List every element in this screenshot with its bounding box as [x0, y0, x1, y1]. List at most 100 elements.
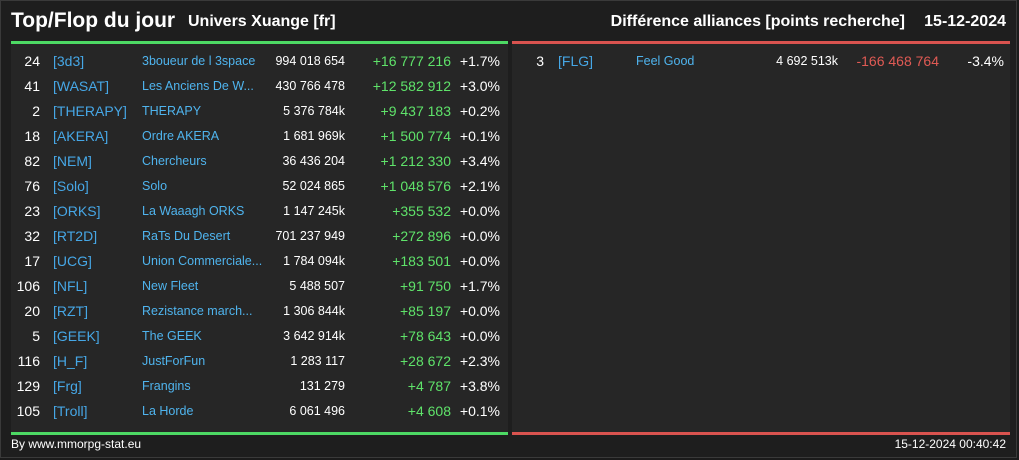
alliance-tag[interactable]: [THERAPY] [53, 103, 127, 119]
alliance-tag[interactable]: [RT2D] [53, 228, 98, 244]
points-difference: +1 048 576 [380, 178, 451, 194]
top-alliance-row: 105 [Troll] La Horde 6 061 496 +4 608 +0.1% [11, 399, 508, 424]
percent-change: +3.4% [459, 153, 500, 169]
page-title: Top/Flop du jour [11, 9, 176, 32]
top-alliance-row: 20 [RZT] Rezistance march... 1 306 844k +85 … [11, 299, 508, 324]
percent-change: +0.1% [459, 128, 500, 144]
points-difference: +183 501 [392, 253, 451, 269]
percent-change: +0.0% [459, 253, 500, 269]
alliance-points: 1 681 969k [283, 129, 345, 143]
alliance-name[interactable]: THERAPY [142, 104, 202, 118]
points-difference: +78 643 [400, 328, 451, 344]
alliance-tag[interactable]: [3d3] [53, 53, 85, 69]
alliance-tag[interactable]: [AKERA] [53, 128, 109, 144]
alliance-rank: 82 [24, 153, 40, 169]
alliance-name[interactable]: The GEEK [142, 329, 202, 343]
percent-change: +2.3% [459, 353, 500, 369]
points-difference: +91 750 [400, 278, 451, 294]
alliance-points: 6 061 496 [289, 404, 345, 418]
alliance-rank: 76 [24, 178, 40, 194]
alliance-rank: 23 [24, 203, 40, 219]
alliance-tag[interactable]: [UCG] [53, 253, 92, 269]
percent-change: +0.2% [459, 103, 500, 119]
percent-change: +1.7% [459, 278, 500, 294]
alliance-tag[interactable]: [GEEK] [53, 328, 100, 344]
top-alliance-row: 23 [ORKS] La Waaagh ORKS 1 147 245k +355 532… [11, 199, 508, 224]
alliance-rank: 41 [24, 78, 40, 94]
flop-panel: 3 [FLG] Feel Good 4 692 513k -166 468 764 -3.… [512, 41, 1010, 435]
alliance-rank: 129 [16, 378, 40, 394]
percent-change: +0.0% [459, 228, 500, 244]
top-panel: 24 [3d3] 3boueur de l 3space 994 018 654 +16… [11, 41, 508, 435]
alliance-tag[interactable]: [RZT] [53, 303, 88, 319]
alliance-points: 994 018 654 [275, 54, 345, 68]
universe-label: Univers Xuange [fr] [188, 13, 336, 30]
points-difference: +12 582 912 [372, 78, 451, 94]
alliance-name[interactable]: RaTs Du Desert [142, 229, 231, 243]
alliance-name[interactable]: 3boueur de l 3space [142, 54, 256, 68]
percent-change: +3.8% [459, 378, 500, 394]
points-difference: +16 777 216 [372, 53, 451, 69]
points-difference: +1 212 330 [380, 153, 451, 169]
alliance-tag[interactable]: [NFL] [53, 278, 88, 294]
alliance-points: 36 436 204 [282, 154, 345, 168]
alliance-tag[interactable]: [FLG] [558, 53, 594, 69]
points-difference: +355 532 [392, 203, 451, 219]
alliance-rank: 32 [24, 228, 40, 244]
alliance-name[interactable]: Ordre AKERA [142, 129, 220, 143]
alliance-points: 1 283 117 [290, 354, 345, 368]
points-difference: -166 468 764 [856, 53, 939, 69]
percent-change: +0.0% [459, 328, 500, 344]
header-date: 15-12-2024 [924, 13, 1006, 30]
header: Top/Flop du jour Univers Xuange [fr] Dif… [1, 1, 1016, 41]
percent-change: +0.0% [459, 303, 500, 319]
top-alliance-row: 24 [3d3] 3boueur de l 3space 994 018 654 +16… [11, 49, 508, 74]
alliance-name[interactable]: JustForFun [142, 354, 206, 368]
alliance-tag[interactable]: [Frg] [53, 378, 82, 394]
alliance-name[interactable]: Frangins [142, 379, 191, 393]
generated-timestamp: 15-12-2024 00:40:42 [894, 437, 1006, 451]
alliance-tag[interactable]: [Troll] [53, 403, 88, 419]
alliance-tag[interactable]: [NEM] [53, 153, 92, 169]
alliance-name[interactable]: Les Anciens De W... [142, 79, 254, 93]
alliance-points: 4 692 513k [776, 54, 838, 68]
alliance-rank: 18 [24, 128, 40, 144]
flop-alliance-row: 3 [FLG] Feel Good 4 692 513k -166 468 764 -3.… [512, 49, 1010, 74]
alliance-points: 3 642 914k [283, 329, 345, 343]
alliance-points: 1 784 094k [283, 254, 345, 268]
top-alliance-row: 2 [THERAPY] THERAPY 5 376 784k +9 437 183 +0.… [11, 99, 508, 124]
alliance-name[interactable]: Solo [142, 179, 168, 193]
alliance-name[interactable]: La Waaagh ORKS [142, 204, 245, 218]
alliance-name[interactable]: New Fleet [142, 279, 199, 293]
alliance-points: 5 376 784k [283, 104, 345, 118]
alliance-tag[interactable]: [H_F] [53, 353, 88, 369]
source-credit: By www.mmorpg-stat.eu [11, 437, 142, 451]
top-alliance-row: 82 [NEM] Chercheurs 36 436 204 +1 212 330 +3.… [11, 149, 508, 174]
alliance-rank: 105 [16, 403, 40, 419]
alliance-points: 1 147 245k [283, 204, 345, 218]
alliance-name[interactable]: Rezistance march... [142, 304, 253, 318]
percent-change: -3.4% [967, 53, 1004, 69]
alliance-points: 52 024 865 [282, 179, 345, 193]
alliance-name[interactable]: Chercheurs [142, 154, 207, 168]
alliance-tag[interactable]: [Solo] [53, 178, 89, 194]
alliance-rank: 5 [32, 328, 40, 344]
top-alliance-row: 17 [UCG] Union Commerciale... 1 784 094k +18… [11, 249, 508, 274]
alliance-tag[interactable]: [WASAT] [53, 78, 109, 94]
percent-change: +0.0% [459, 203, 500, 219]
percent-change: +3.0% [459, 78, 500, 94]
points-difference: +28 672 [400, 353, 451, 369]
alliance-points: 1 306 844k [283, 304, 345, 318]
alliance-tag[interactable]: [ORKS] [53, 203, 101, 219]
alliance-name[interactable]: La Horde [142, 404, 194, 418]
percent-change: +0.1% [459, 403, 500, 419]
alliance-name[interactable]: Feel Good [636, 54, 695, 68]
alliance-rank: 3 [536, 53, 544, 69]
alliance-name[interactable]: Union Commerciale... [142, 254, 263, 268]
percent-change: +2.1% [459, 178, 500, 194]
top-alliance-row: 32 [RT2D] RaTs Du Desert 701 237 949 +272 89… [11, 224, 508, 249]
ranking-subtitle: Différence alliances [points recherche] [610, 13, 905, 30]
alliance-rank: 17 [24, 253, 40, 269]
points-difference: +4 787 [407, 378, 451, 394]
alliance-rank: 116 [17, 353, 40, 369]
